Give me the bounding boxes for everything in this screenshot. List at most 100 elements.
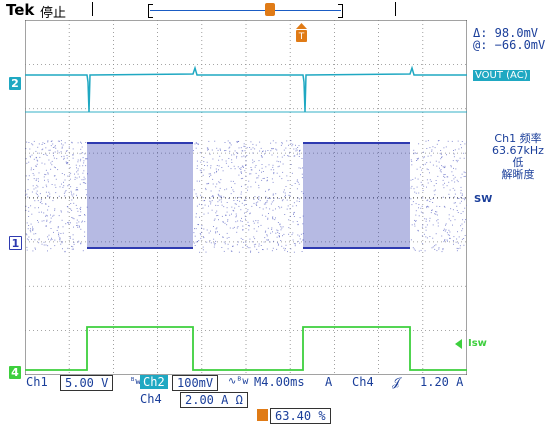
ch1-noise-point: [32, 250, 34, 252]
ch1-noise-point: [427, 140, 429, 142]
ch1-noise-point: [231, 186, 232, 188]
ch1-noise-point: [258, 197, 260, 199]
ch1-noise-point: [434, 213, 436, 215]
ch1-noise-point: [85, 182, 87, 184]
ch1-scale[interactable]: 5.00 V: [60, 375, 114, 391]
ch1-noise-point: [451, 171, 453, 173]
ch1-noise-point: [225, 162, 227, 164]
ch1-noise-point: [52, 215, 54, 217]
ch1-noise-point: [437, 219, 439, 221]
ch1-noise-point: [434, 147, 436, 149]
ch1-noise-point: [54, 239, 56, 241]
ch1-noise-point: [231, 213, 232, 215]
ch1-noise-point: [252, 143, 254, 145]
ch1-noise-point: [288, 144, 289, 146]
ch1-noise-point: [60, 233, 62, 234]
ch1-noise-point: [47, 173, 49, 175]
ch2-marker[interactable]: 2: [9, 77, 21, 90]
ch2-scale[interactable]: 100mV: [172, 375, 219, 391]
ch1-noise-point: [38, 211, 40, 213]
ch1-noise-point: [282, 235, 283, 237]
ch1-noise-point: [227, 165, 229, 167]
ch1-noise-point: [242, 246, 244, 248]
ch1-marker[interactable]: 1: [9, 236, 22, 250]
ch1-noise-point: [25, 209, 27, 211]
trigger-source[interactable]: Ch4: [352, 375, 374, 389]
ch1-noise-point: [245, 241, 247, 243]
ch1-noise-point: [438, 161, 440, 163]
ch1-noise-point: [241, 165, 243, 167]
ch1-noise-point: [54, 151, 56, 153]
ch1-noise-point: [276, 149, 278, 151]
ch1-noise-point: [80, 158, 82, 160]
ch4-marker[interactable]: 4: [9, 366, 21, 379]
ch1-noise-point: [198, 203, 200, 205]
ch1-noise-point: [46, 220, 48, 222]
ch1-noise-point: [214, 218, 216, 220]
ch1-noise-point: [260, 147, 262, 149]
ch4-scale[interactable]: 2.00 A Ω: [180, 392, 248, 408]
ch1-noise-point: [432, 146, 434, 148]
ch1-noise-point: [440, 153, 442, 155]
timebase[interactable]: M4.00ms: [254, 375, 305, 389]
ch1-noise-point: [54, 145, 56, 147]
ch1-noise-point: [45, 203, 46, 205]
ch1-noise-point: [196, 168, 198, 169]
ch1-noise-point: [458, 198, 460, 199]
svg-text:T: T: [298, 32, 305, 42]
ch1-noise-point: [423, 233, 425, 235]
ch1-noise-point: [447, 240, 448, 242]
ch1-noise-point: [82, 157, 84, 159]
ch1-noise-point: [72, 217, 74, 219]
ch1-noise-point: [72, 246, 74, 248]
ch1-noise-point: [209, 176, 210, 178]
ch1-noise-point: [460, 196, 462, 198]
ch1-noise-point: [214, 140, 216, 142]
ch1-noise-point: [438, 248, 440, 250]
ch1-noise-point: [202, 246, 204, 248]
ch1-noise-point: [453, 156, 455, 158]
ch1-noise-point: [420, 181, 422, 183]
ch1-noise-point: [258, 187, 260, 189]
ch1-noise-point: [431, 209, 433, 211]
ch1-noise-point: [439, 167, 440, 169]
ch2-label[interactable]: Ch2: [140, 375, 168, 389]
ch1-noise-point: [262, 208, 264, 210]
ch1-noise-point: [270, 203, 272, 205]
ch1-noise-point: [444, 165, 446, 167]
ch1-noise-point: [45, 174, 47, 176]
ch1-noise-point: [423, 164, 424, 166]
ch1-noise-point: [30, 156, 31, 158]
ch1-noise-point: [299, 198, 301, 200]
ch1-noise-point: [414, 249, 416, 251]
ch1-noise-point: [212, 183, 214, 185]
ch1-noise-point: [59, 186, 61, 188]
ch1-noise-point: [216, 171, 217, 173]
isw-label: Isw: [468, 338, 487, 349]
ch1-noise-point: [273, 197, 275, 199]
ch1-noise-point: [43, 220, 45, 222]
record-length-bar[interactable]: [148, 4, 343, 18]
ch1-noise-point: [273, 172, 275, 173]
waveform-display[interactable]: [25, 20, 467, 375]
ch4-label[interactable]: Ch4: [140, 392, 162, 406]
ch1-label[interactable]: Ch1: [26, 375, 48, 389]
ch1-noise-point: [53, 231, 54, 233]
ch1-noise-point: [72, 154, 74, 156]
ch1-noise-point: [444, 239, 446, 241]
ch1-noise-point: [460, 189, 462, 191]
ch1-noise-point: [76, 208, 78, 209]
ch1-noise-point: [232, 245, 233, 247]
ch1-noise-point: [410, 239, 412, 241]
trigger-position[interactable]: 63.40 %: [270, 408, 331, 424]
ch1-noise-point: [280, 229, 282, 231]
ch1-noise-point: [295, 150, 297, 152]
ch1-noise-point: [73, 243, 75, 245]
ch1-noise-point: [265, 203, 267, 205]
trigger-level[interactable]: 1.20 A: [420, 375, 464, 389]
ch1-noise-point: [194, 143, 196, 145]
ch1-noise-point: [437, 225, 439, 227]
ch1-noise-point: [267, 150, 269, 151]
ch1-noise-point: [444, 176, 446, 178]
ch1-noise-point: [297, 181, 299, 183]
